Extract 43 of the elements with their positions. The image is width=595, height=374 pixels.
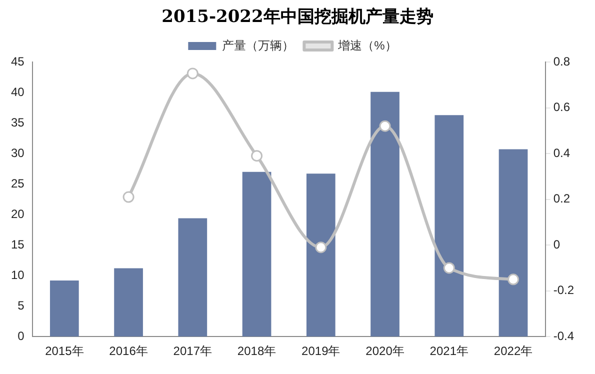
- y-tick-label: 5: [18, 298, 25, 312]
- x-tick-label: 2018年: [237, 344, 276, 358]
- y2-tick-label: 0.8: [553, 54, 570, 68]
- x-tick-label: 2019年: [302, 344, 340, 358]
- bar: [178, 218, 208, 337]
- bar: [242, 172, 272, 337]
- bar: [498, 149, 528, 337]
- y2-tick-label: -0.4: [553, 328, 574, 343]
- point: [508, 274, 520, 286]
- y-tick-label: 25: [10, 176, 25, 190]
- point: [122, 191, 134, 203]
- x-tick-label: 2016年: [109, 344, 148, 358]
- bar: [434, 115, 464, 337]
- point: [379, 120, 391, 132]
- point: [443, 262, 455, 274]
- legend-label: 产量（万辆）: [222, 38, 294, 52]
- y2-tick-label: 0.2: [553, 192, 570, 206]
- bar: [306, 174, 336, 337]
- x-tick-label: 2015年: [45, 344, 84, 358]
- y-tick-label: 15: [10, 237, 25, 252]
- bar: [114, 268, 143, 337]
- bar: [370, 92, 400, 337]
- x-tick-label: 2020年: [366, 344, 404, 358]
- y-tick-label: 30: [10, 146, 25, 160]
- y2-tick-label: 0.4: [553, 146, 570, 160]
- chart-title: 2015-2022年中国挖掘机产量走势: [160, 6, 434, 29]
- x-tick-label: 2022年: [494, 344, 533, 358]
- point: [186, 68, 198, 80]
- point: [251, 150, 263, 162]
- y-tick-label: 45: [10, 54, 25, 68]
- y-tick-label: 35: [10, 115, 25, 130]
- y-tick-label: 10: [10, 268, 25, 282]
- y2-tick-label: 0.6: [553, 100, 570, 114]
- legend-label: 增速（%）: [337, 38, 397, 52]
- x-tick-label: 2017年: [173, 344, 212, 358]
- bar: [50, 280, 79, 337]
- x-tick-label: 2021年: [430, 344, 468, 358]
- y-tick-label: 0: [18, 328, 25, 343]
- y-tick-label: 40: [10, 84, 25, 99]
- y2-tick-label: -0.2: [553, 283, 574, 298]
- y-tick-label: 20: [10, 206, 25, 221]
- point: [315, 242, 327, 254]
- y2-tick-label: 0: [553, 237, 560, 252]
